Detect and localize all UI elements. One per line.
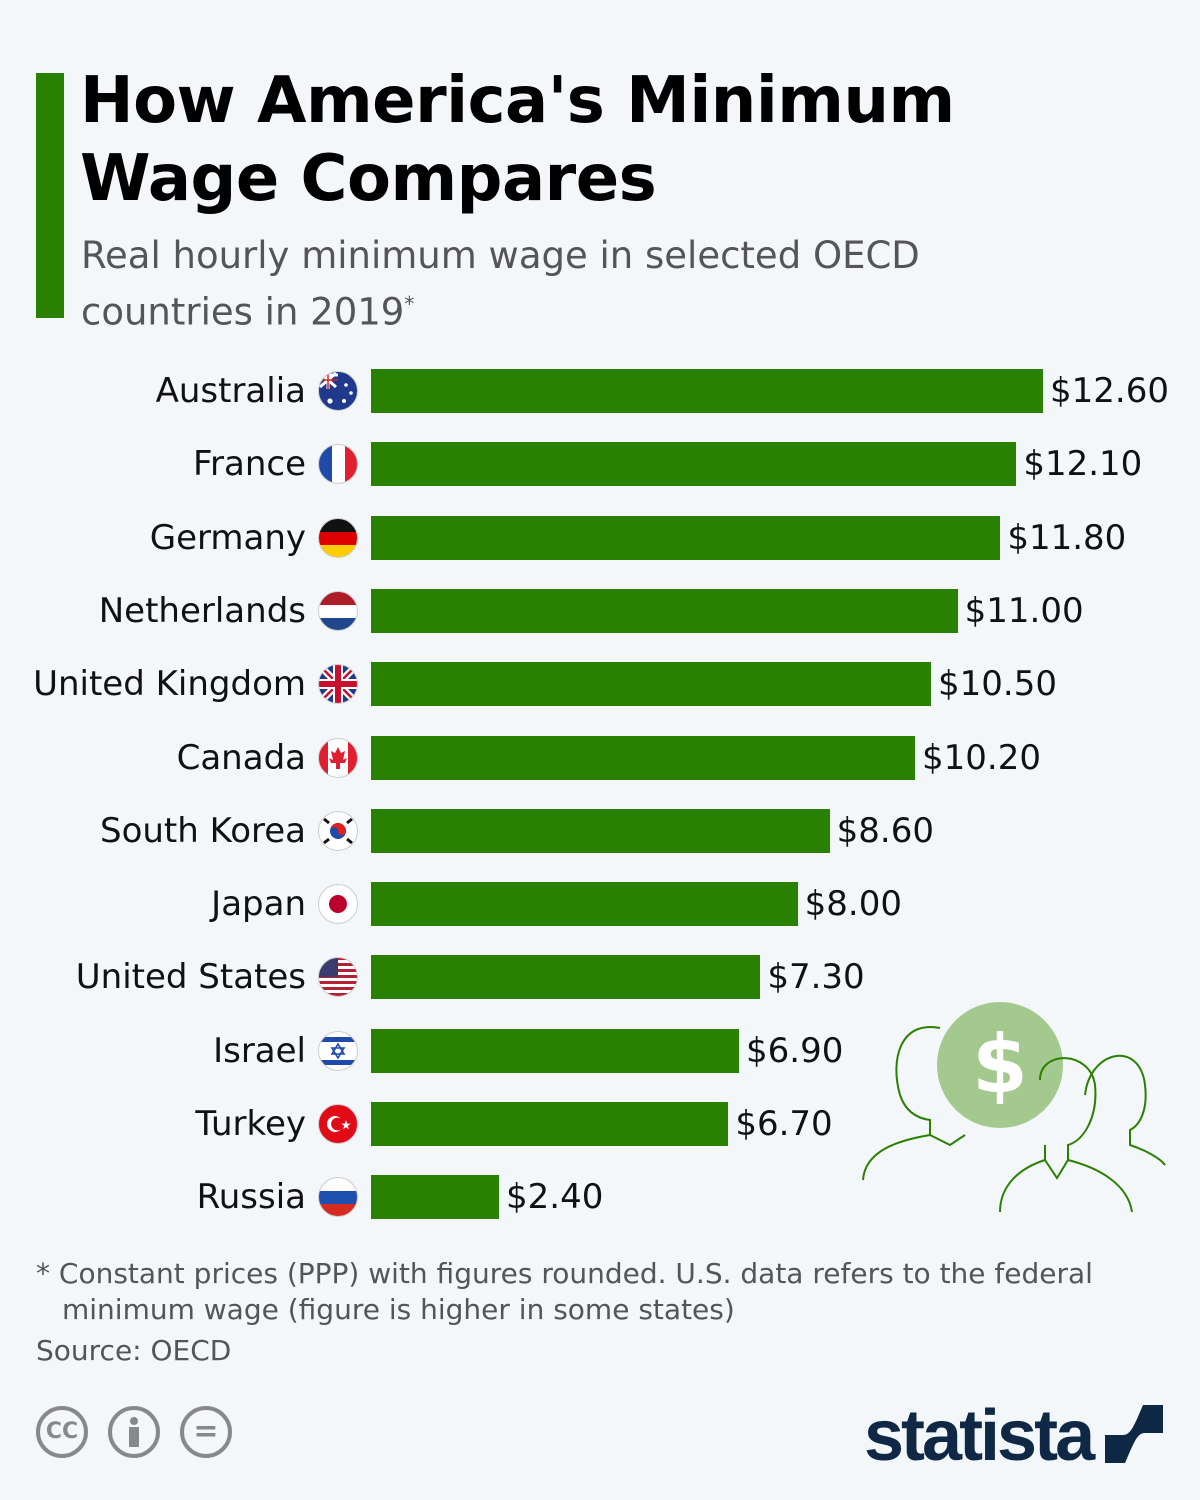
statista-logo[interactable]: statista [864,1396,1095,1476]
bar-row: United Kingdom $10.50 [0,662,1200,707]
data-label: $10.50 [938,664,1057,705]
bar [371,735,915,780]
chart-title: How America's Minimum Wage Compares [80,64,955,216]
category-label: Australia [155,371,306,411]
bar [371,808,830,853]
category-label: Japan [211,884,306,925]
category-label: Canada [176,737,306,778]
bar [371,515,1001,560]
russia-flag-icon [318,1177,358,1218]
attribution-icon[interactable] [108,1406,160,1458]
bar-row: Netherlands $11.00 [0,588,1200,633]
south-korea-flag-icon [318,810,358,851]
category-label: United States [75,957,306,998]
bar [371,588,958,633]
germany-flag-icon [318,517,358,558]
footnote-line-1: * Constant prices (PPP) with figures rou… [36,1257,1093,1290]
data-label: $12.10 [1023,444,1143,485]
no-derivatives-icon[interactable]: = [180,1406,232,1458]
bar-row: South Korea $8.60 [0,808,1200,853]
data-label: $8.60 [836,810,934,851]
bar-row: Russia $2.40 [0,1175,1200,1220]
data-label: $12.60 [1050,371,1169,411]
category-label: South Korea [99,810,306,851]
bar-row: Israel $6.90 [0,1028,1200,1073]
statista-logo-mark-icon [1105,1405,1163,1463]
footnote-line-2: minimum wage (figure is higher in some s… [62,1293,735,1326]
bar [371,1102,729,1146]
data-label: $7.30 [767,957,865,998]
footnote: * Constant prices (PPP) with figures rou… [36,1256,1136,1328]
svg-text:$: $ [972,1018,1028,1111]
bar [371,662,931,707]
category-label: France [192,444,306,485]
source-text: Source: OECD [36,1334,232,1367]
category-label: Russia [196,1177,306,1218]
israel-flag-icon [318,1030,358,1071]
bar-row: Australia $12.60 [0,369,1200,413]
france-flag-icon [318,444,358,485]
bar-row: Japan $8.00 [0,882,1200,927]
data-label: $6.90 [746,1030,844,1071]
data-label: $11.00 [964,590,1084,631]
data-label: $8.00 [804,884,902,925]
subtitle-footnote-marker: * [404,292,415,316]
chart-subtitle: Real hourly minimum wage in selected OEC… [81,232,981,336]
bar-row: Turkey $6.70 [0,1102,1200,1146]
subtitle-text: Real hourly minimum wage in selected OEC… [81,234,920,334]
turkey-flag-icon [318,1104,358,1144]
data-label: $10.20 [922,737,1041,778]
data-label: $2.40 [506,1177,604,1218]
bar [371,369,1043,413]
data-label: $6.70 [735,1104,833,1144]
category-label: Netherlands [98,590,306,631]
data-label: $11.80 [1007,517,1127,558]
bar-row: Canada $10.20 [0,735,1200,780]
japan-flag-icon [318,884,358,925]
category-label: Turkey [195,1104,306,1144]
bar [371,882,798,927]
title-accent-bar [36,73,64,318]
people-money-illustration: $ [862,1002,1166,1213]
category-label: Germany [149,517,306,558]
bar-row: United States $7.30 [0,955,1200,1000]
australia-flag-icon [318,371,358,411]
bar [371,955,761,1000]
category-label: United Kingdom [33,664,306,705]
category-label: Israel [213,1030,306,1071]
canada-flag-icon [318,737,358,778]
bar [371,442,1017,487]
bar [371,1175,499,1220]
usa-flag-icon [318,957,358,998]
bar-row: Germany $11.80 [0,515,1200,560]
netherlands-flag-icon [318,590,358,631]
creative-commons-icon[interactable]: CC [36,1406,88,1458]
uk-flag-icon [318,664,358,705]
bar-row: France $12.10 [0,442,1200,487]
bar [371,1028,739,1073]
